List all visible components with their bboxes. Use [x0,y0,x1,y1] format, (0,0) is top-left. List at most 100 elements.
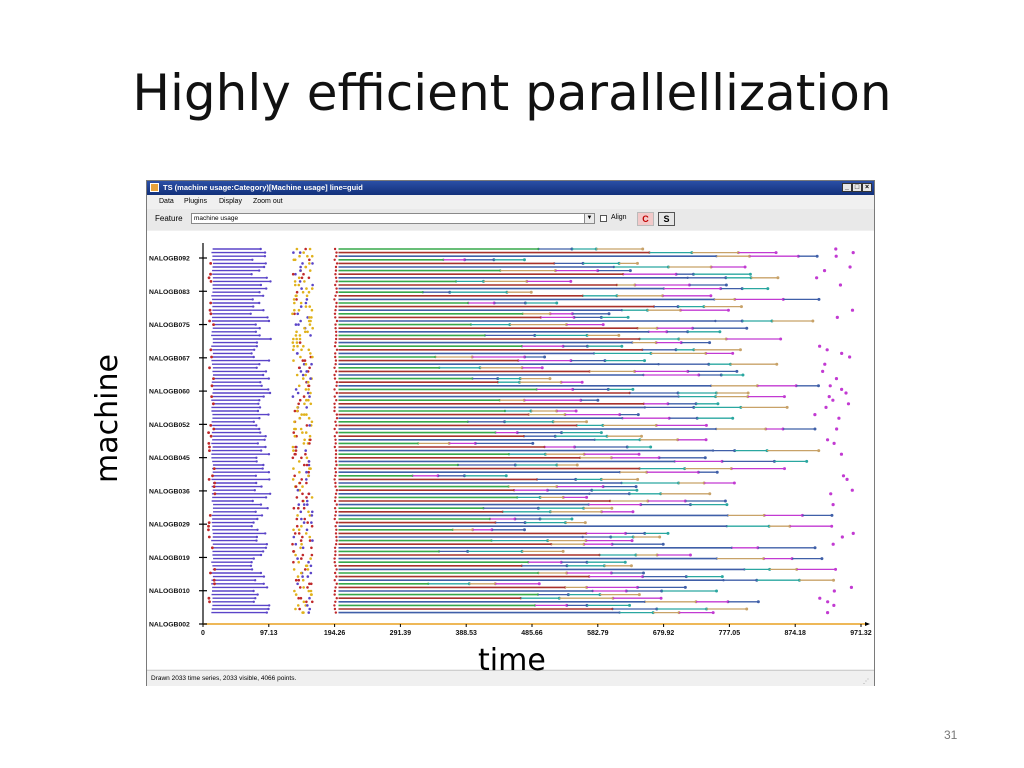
series-point [255,539,258,542]
series-point [292,298,296,301]
series-point [261,294,265,297]
series-point [782,395,786,399]
series-point [267,319,271,323]
series-point [304,564,308,568]
series-point [252,355,255,359]
series-point [309,571,313,575]
series-point [304,388,308,391]
series-point [623,560,627,564]
series-point [209,301,213,305]
series-point [815,276,819,280]
series-point [211,474,214,478]
series-point [572,315,576,319]
series-point [571,387,575,391]
series-point [628,603,632,607]
series-point [301,553,305,557]
series-point [304,449,308,452]
dropdown-arrow-icon[interactable]: ▼ [584,213,595,224]
feature-select[interactable]: machine usage [191,213,595,224]
series-point [307,463,311,467]
series-point [304,373,307,377]
series-point [254,474,258,477]
series-point [296,352,299,355]
maximize-button[interactable]: □ [852,183,862,192]
series-point [299,319,302,323]
series-point [300,348,303,352]
series-point [334,438,337,441]
series-point [296,406,299,409]
series-point [306,586,309,589]
series-point [260,514,264,517]
series-point [661,542,665,546]
series-point [825,348,829,352]
series-point [300,456,303,460]
series-point [295,373,299,377]
series-point [250,525,253,528]
series-point [255,424,258,427]
series-point [703,456,707,460]
series-point [264,496,268,499]
series-point [213,582,216,586]
close-button[interactable]: × [862,183,872,192]
series-point [307,398,310,402]
series-point [307,290,311,294]
c-button[interactable]: C [637,212,654,226]
series-point [335,348,339,351]
series-point [841,474,846,478]
series-point [269,280,272,283]
s-button[interactable]: S [658,212,675,226]
series-point [310,308,314,312]
series-point [298,280,302,283]
menu-display[interactable]: Display [219,198,242,205]
window-titlebar[interactable]: TS (machine usage:Category)[Machine usag… [147,181,874,195]
series-point [333,388,336,391]
series-point [309,352,312,355]
minimize-button[interactable]: _ [842,183,852,192]
resize-grip-icon[interactable]: ⋰ [863,679,869,685]
series-point [308,434,312,438]
series-point [209,348,213,352]
y-tick-label: NALOGB092 [149,256,190,263]
series-point [303,568,307,571]
series-point [249,312,252,315]
series-point [207,596,211,600]
timeline-chart[interactable]: 0 97.13 194.26 291.39 388.53 485.66 582.79 679.… [147,231,874,669]
series-point [774,251,778,255]
series-point [265,276,268,279]
series-point [267,607,270,611]
series-point [292,467,295,470]
menu-plugins[interactable]: Plugins [184,198,207,205]
series-point [335,262,339,265]
series-point [666,531,670,535]
series-point [259,571,263,575]
series-point [834,377,839,381]
series-point [292,258,296,262]
series-point [775,362,779,366]
series-point [543,355,547,359]
y-axis-title: machine [90,354,125,483]
series-point [258,291,261,294]
menu-data[interactable]: Data [159,198,174,205]
series-point [334,543,338,546]
series-point [301,377,305,380]
menu-zoom-out[interactable]: Zoom out [253,198,283,205]
series-point [645,470,649,474]
series-point [291,478,295,481]
series-point [307,589,311,593]
series-point [256,442,260,445]
series-point [334,550,337,553]
align-checkbox[interactable] [600,215,607,222]
series-point [602,564,606,568]
plot-area[interactable]: 0 97.13 194.26 291.39 388.53 485.66 582.79 679.… [147,231,874,669]
series-point [711,611,715,615]
series-point [849,585,854,589]
series-point [850,488,854,492]
series-point [303,280,306,283]
series-point [714,589,718,593]
series-point [254,481,258,485]
series-point [731,351,735,355]
series-point [207,478,211,481]
series-point [265,586,269,589]
series-point [309,564,313,568]
series-point [334,269,338,272]
